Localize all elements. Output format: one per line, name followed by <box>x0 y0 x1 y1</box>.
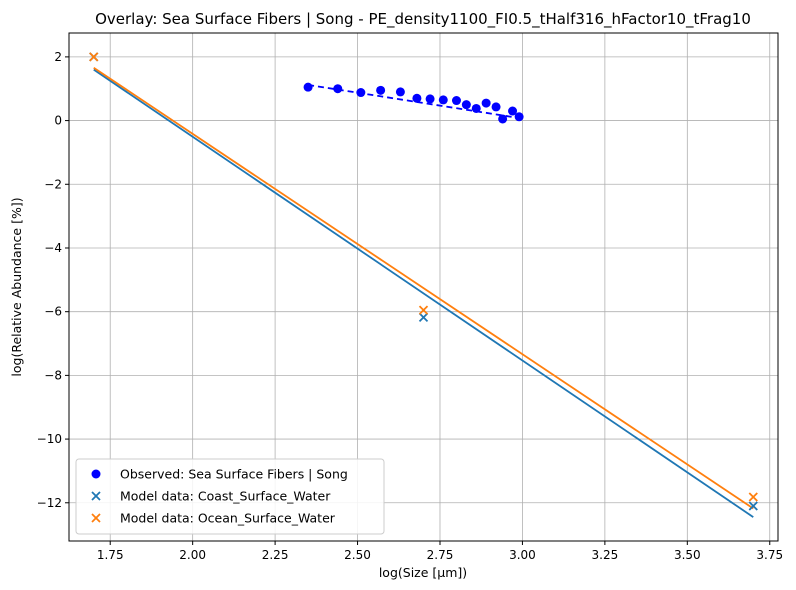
x-tick-label: 3.50 <box>674 548 701 562</box>
x-tick-label: 2.75 <box>427 548 454 562</box>
data-point-x <box>418 305 429 315</box>
data-point <box>498 114 508 124</box>
data-point-x <box>748 501 758 511</box>
data-point-x <box>748 492 758 502</box>
legend-marker <box>91 491 101 501</box>
plot-lines <box>93 66 754 518</box>
plot-points <box>89 52 758 511</box>
data-point <box>481 98 491 108</box>
data-point <box>461 100 471 110</box>
y-tick-label: −4 <box>44 241 62 255</box>
data-point <box>438 95 448 105</box>
fit-line <box>307 84 520 119</box>
x-tick-label: 3.00 <box>509 548 536 562</box>
data-point <box>425 94 435 104</box>
data-point-x <box>418 312 429 323</box>
y-axis: 2 0 −2 −4 −6 −8 −10 −12 <box>37 50 69 510</box>
data-point <box>451 96 461 106</box>
y-tick-label: 0 <box>54 114 62 128</box>
data-point <box>376 85 386 95</box>
legend: Observed: Sea Surface Fibers | Song Model… <box>75 458 385 535</box>
data-point <box>303 82 313 92</box>
legend-label: Model data: Ocean_Surface_Water <box>120 511 336 526</box>
y-axis-label: log(Relative Abundance [%]) <box>9 197 24 376</box>
x-axis: 1.75 2.00 2.25 2.50 2.75 3.00 3.25 3.50 3.75 <box>97 541 783 562</box>
fit-line <box>93 68 754 518</box>
x-tick-label: 2.50 <box>344 548 371 562</box>
data-point <box>491 102 501 112</box>
data-point <box>356 88 366 98</box>
y-tick-label: 2 <box>54 50 62 64</box>
y-tick-label: −6 <box>44 305 62 319</box>
x-axis-label: log(Size [µm]) <box>379 565 467 580</box>
x-tick-label: 1.75 <box>97 548 124 562</box>
x-tick-label: 3.75 <box>756 548 783 562</box>
legend-marker <box>91 469 101 479</box>
chart-title: Overlay: Sea Surface Fibers | Song - PE_… <box>95 10 751 29</box>
x-tick-label: 2.00 <box>179 548 206 562</box>
legend-box <box>75 458 385 535</box>
legend-label: Observed: Sea Surface Fibers | Song <box>120 467 348 482</box>
data-point <box>471 103 481 113</box>
y-tick-label: −8 <box>44 368 62 382</box>
data-point <box>508 106 518 116</box>
data-point <box>333 84 343 94</box>
data-point <box>395 87 405 97</box>
y-tick-label: −2 <box>44 177 62 191</box>
fit-line <box>93 66 754 510</box>
plot-frame <box>68 32 779 542</box>
data-point <box>514 112 524 122</box>
x-tick-label: 3.25 <box>592 548 619 562</box>
legend-marker <box>91 513 101 523</box>
data-point <box>412 93 422 103</box>
y-tick-label: −12 <box>37 496 62 510</box>
x-tick-label: 2.25 <box>262 548 289 562</box>
legend-label: Model data: Coast_Surface_Water <box>120 489 331 504</box>
data-point-x <box>89 52 99 62</box>
y-tick-label: −10 <box>37 432 62 446</box>
